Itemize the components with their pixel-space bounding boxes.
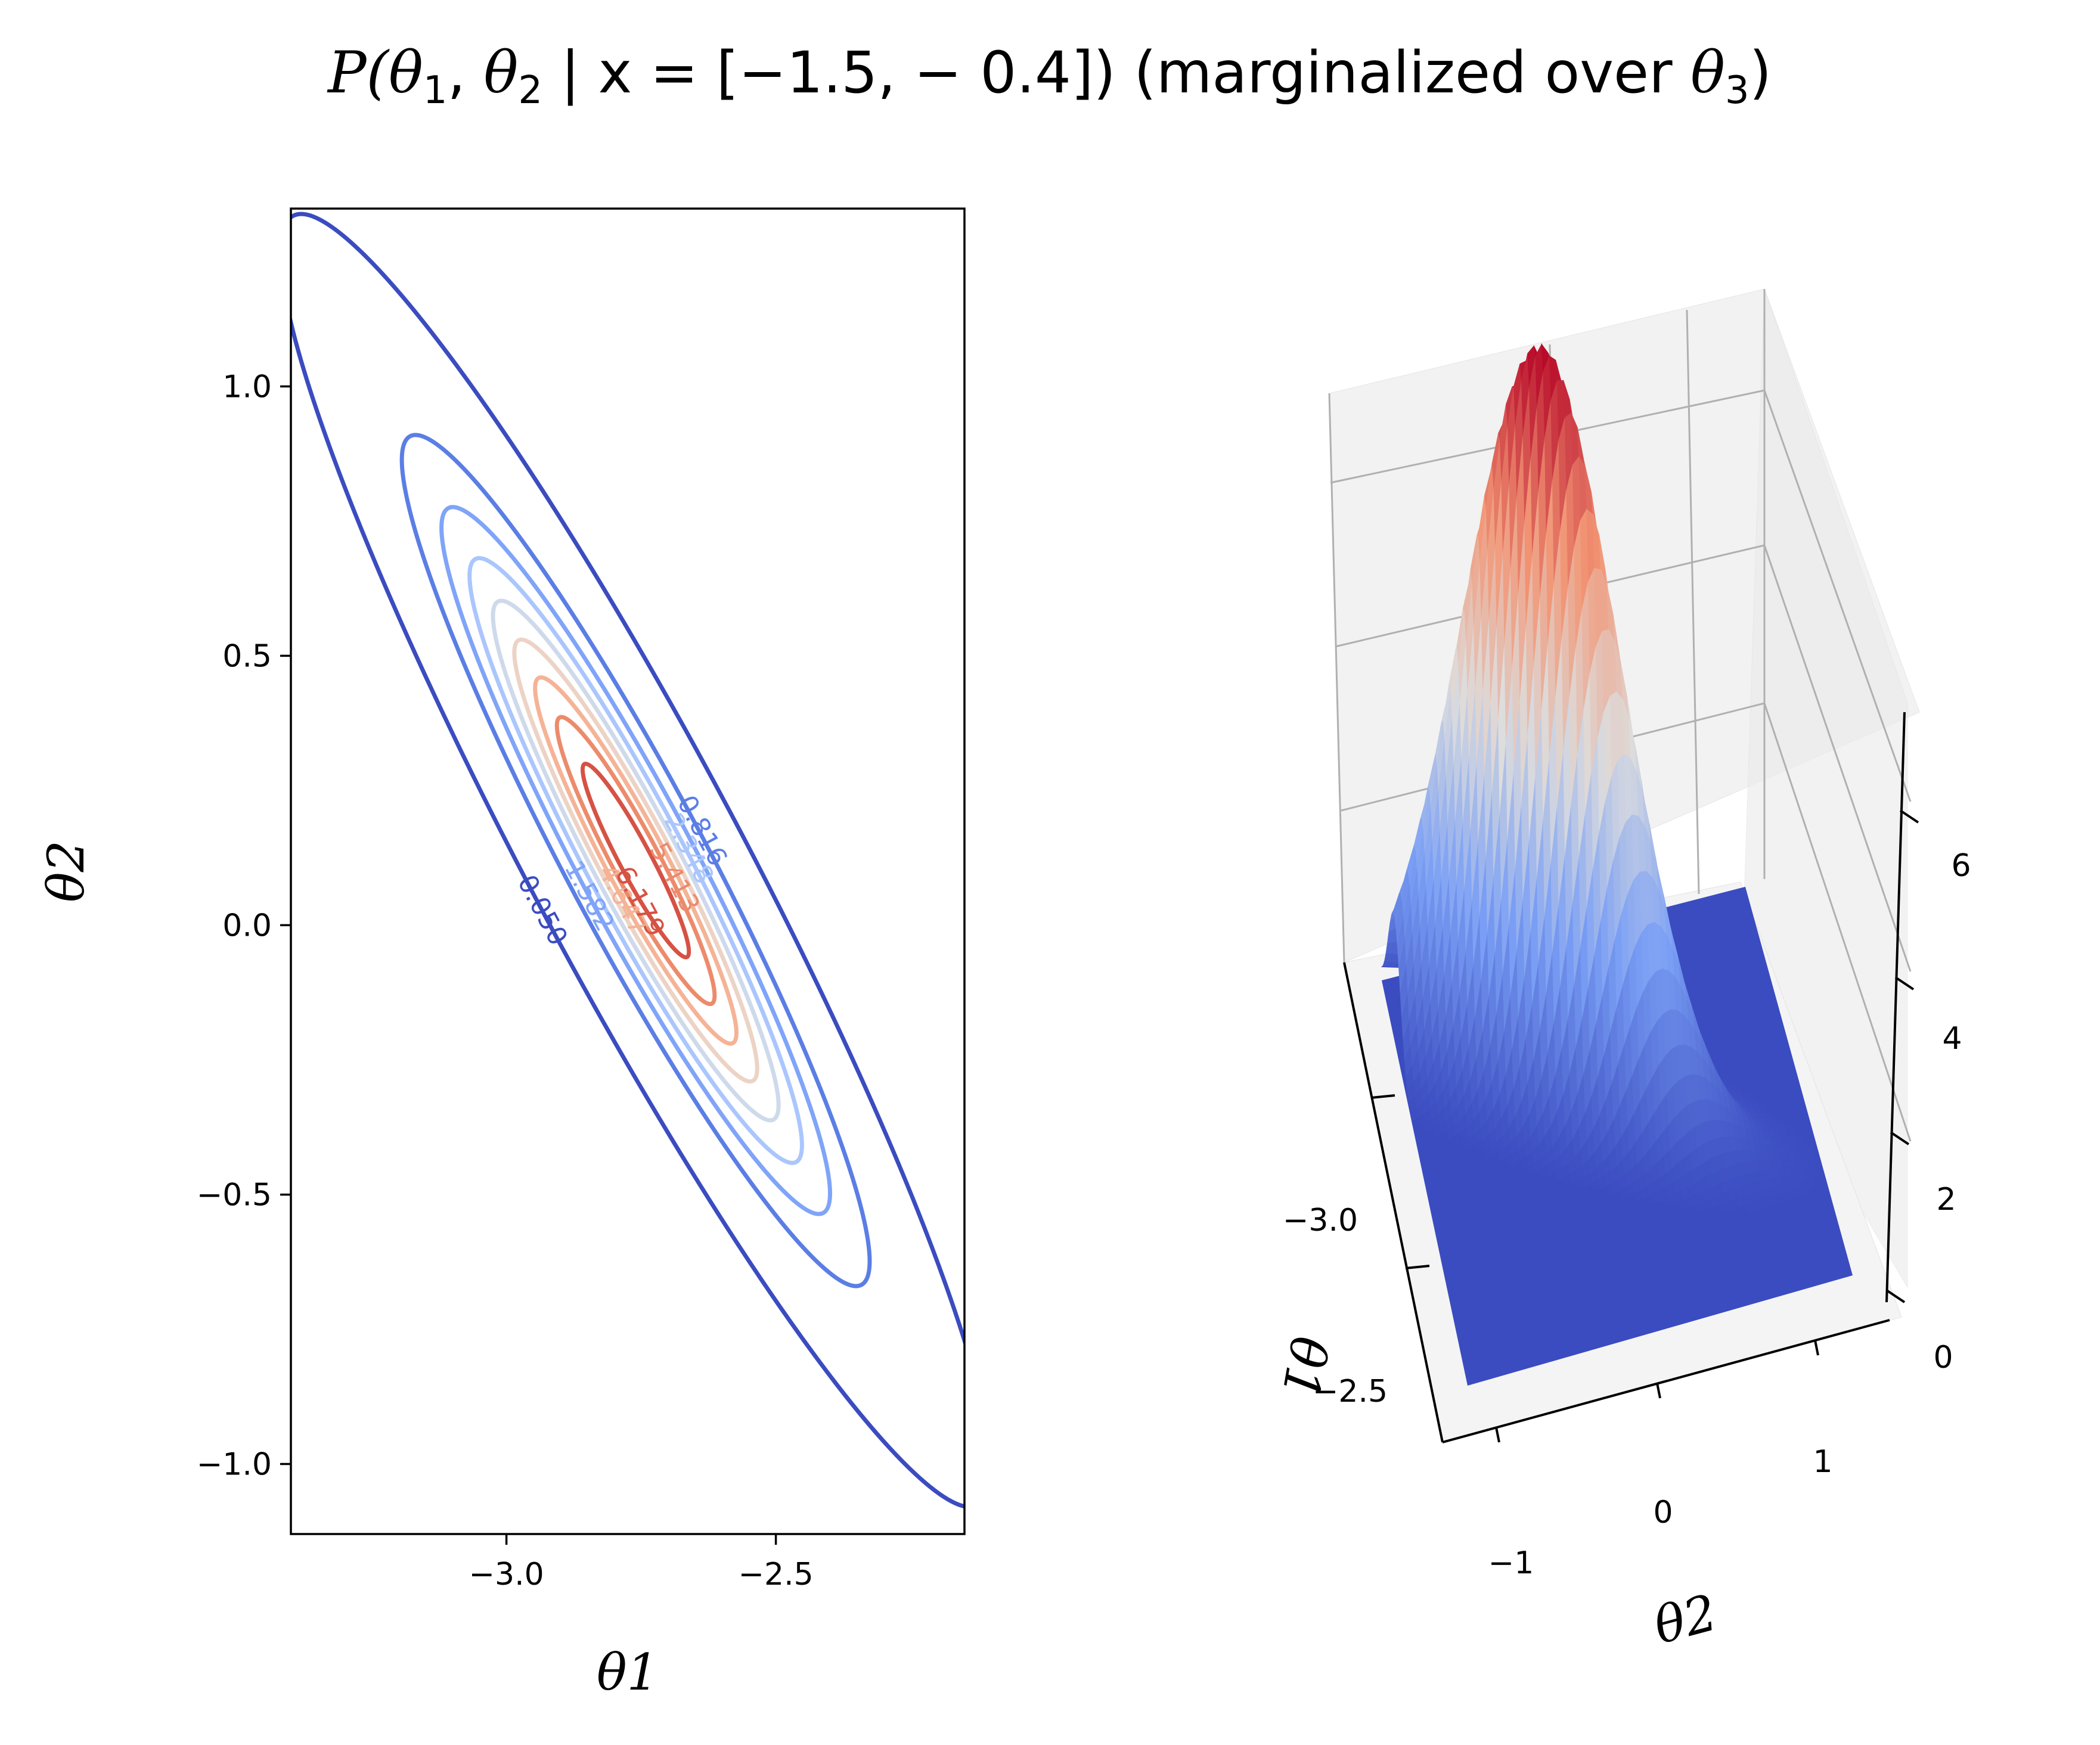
figure-title: P(θ1, θ2 | x = [−1.5, − 0.4]) (marginali… bbox=[327, 39, 1772, 113]
contour-x-tick-label: −3.0 bbox=[469, 1557, 544, 1592]
surface-ticks bbox=[1370, 809, 1919, 1443]
surface-mesh bbox=[1381, 343, 1820, 1214]
surface-z-tick-2: 4 bbox=[1942, 1021, 1962, 1057]
surface-z-tick-0: 0 bbox=[1933, 1340, 1953, 1375]
surface-facet bbox=[1801, 1187, 1811, 1197]
surface-x-label: θ1 bbox=[1270, 1332, 1339, 1403]
title-theta1: θ bbox=[389, 39, 423, 106]
title-condition: | x = [−1.5, − 0.4]) (marginalized over bbox=[542, 39, 1690, 107]
contour-y-tick-label: 0.5 bbox=[222, 638, 272, 674]
surface-facet bbox=[1804, 1145, 1813, 1154]
surface-facet bbox=[1742, 1092, 1751, 1100]
contour-x-label: θ1 bbox=[597, 1643, 659, 1701]
surface-y-tick-0: −1 bbox=[1488, 1545, 1534, 1581]
contour-level-7 bbox=[554, 715, 717, 1007]
surface-facet bbox=[1784, 1123, 1794, 1131]
surface-plot: −3.0 −2.5 −1 0 1 0 2 4 6 θ1 θ2 bbox=[1270, 288, 1971, 1656]
contour-y-tick-label: −0.5 bbox=[197, 1177, 272, 1213]
contour-y-tick-label: −1.0 bbox=[197, 1446, 272, 1482]
contour-level-8 bbox=[580, 762, 691, 960]
contour-lines bbox=[291, 212, 964, 1510]
surface-z-tick-1: 2 bbox=[1936, 1182, 1956, 1218]
contour-level-2 bbox=[439, 505, 833, 1216]
title-sub2: 2 bbox=[518, 69, 542, 113]
theta1-axis-line bbox=[1343, 962, 1444, 1443]
surface-x-tick-0: −3.0 bbox=[1283, 1203, 1358, 1238]
contour-axes-frame bbox=[290, 207, 966, 1535]
surface-facet bbox=[1726, 1083, 1736, 1089]
surface-facet bbox=[1768, 1113, 1778, 1120]
surface-z-tick-3: 6 bbox=[1951, 848, 1971, 884]
contour-label-0: 0.050 bbox=[511, 870, 573, 951]
surface-facet bbox=[1786, 1129, 1795, 1137]
title-theta2: θ bbox=[484, 39, 519, 106]
contour-level-0 bbox=[291, 212, 964, 1510]
contour-x-ticks: −3.0 −2.5 bbox=[469, 1534, 814, 1592]
title-close: ) bbox=[1750, 39, 1772, 106]
contour-level-5 bbox=[512, 637, 759, 1084]
contour-x-tick-label: −2.5 bbox=[738, 1557, 813, 1592]
surface-facet bbox=[1811, 1170, 1820, 1180]
surface-facet bbox=[1750, 1097, 1760, 1104]
surface-facet bbox=[1795, 1140, 1805, 1148]
contour-level-3 bbox=[467, 556, 804, 1165]
title-sub3: 3 bbox=[1725, 69, 1750, 113]
surface-facet bbox=[1760, 1108, 1769, 1115]
surface-facet bbox=[1806, 1179, 1816, 1188]
surface-facet bbox=[1776, 1118, 1785, 1126]
surface-y-tick-1: 0 bbox=[1653, 1495, 1673, 1530]
surface-facet bbox=[1758, 1103, 1767, 1110]
contour-y-ticks: −1.0 −0.5 0.0 0.5 1.0 bbox=[197, 369, 291, 1482]
surface-y-tick-2: 1 bbox=[1813, 1444, 1832, 1480]
contour-y-tick-label: 0.0 bbox=[222, 908, 272, 943]
surface-facet bbox=[1794, 1134, 1803, 1142]
surface-y-label: θ2 bbox=[1648, 1583, 1723, 1656]
contour-level-6 bbox=[533, 675, 739, 1046]
surface-x-tick-1: −2.5 bbox=[1313, 1374, 1388, 1409]
surface-facet bbox=[1734, 1088, 1744, 1094]
title-sub1: 1 bbox=[423, 69, 448, 113]
surface-facet bbox=[1806, 1151, 1815, 1160]
contour-level-4 bbox=[491, 598, 781, 1123]
title-sep: , bbox=[448, 39, 484, 106]
contour-y-tick-label: 1.0 bbox=[222, 369, 272, 405]
contour-y-label: θ2 bbox=[37, 840, 95, 902]
title-theta3: θ bbox=[1690, 39, 1725, 106]
contour-level-1 bbox=[399, 433, 872, 1288]
title-prefix: P( bbox=[327, 39, 390, 106]
